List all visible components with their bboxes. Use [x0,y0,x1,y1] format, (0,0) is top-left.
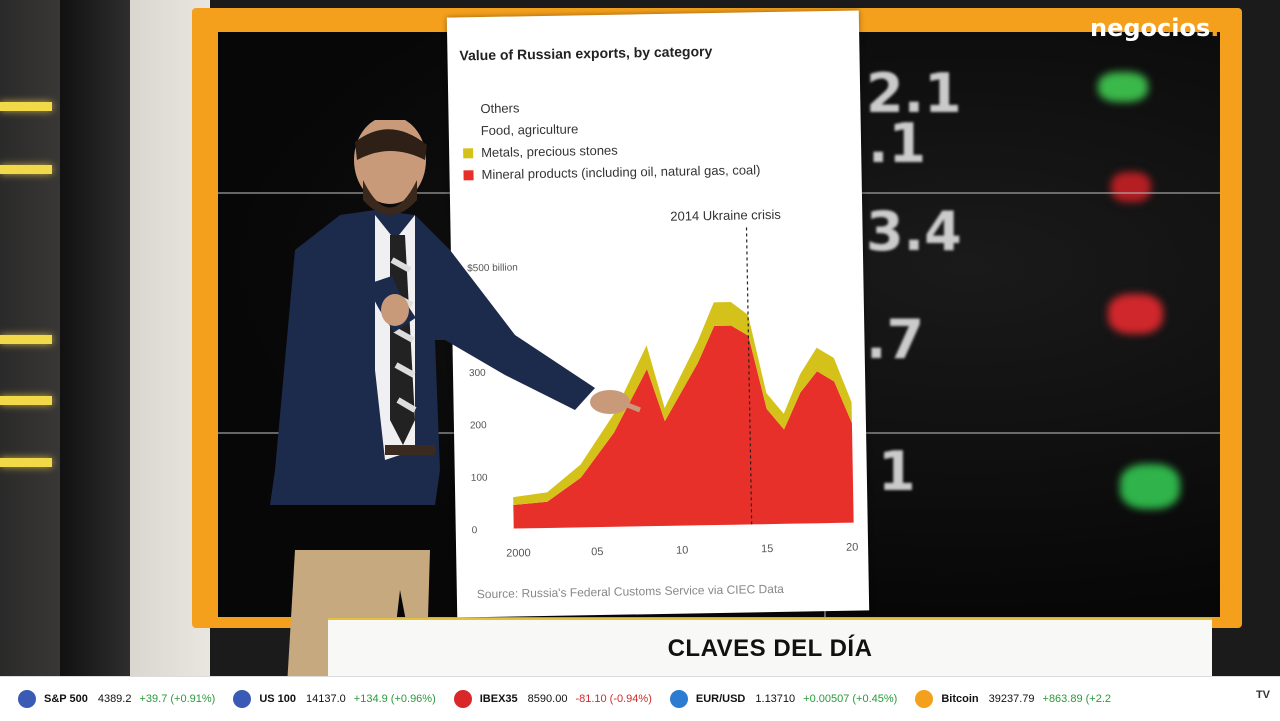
background-digit: .7 [866,308,925,371]
ticker-change: +0.00507 (+0.45%) [803,693,898,705]
ticker-change: +863.89 (+2.2 [1042,693,1112,705]
ticker-name: S&P 500 [44,693,88,705]
x-tick-label: 15 [761,543,773,555]
x-tick-label: 2000 [506,547,531,559]
ticker-change: +134.9 (+0.96%) [353,693,436,705]
y-tick-label: 0 [472,525,478,536]
x-tick-label: 05 [591,546,603,558]
us-flag-icon [233,690,252,708]
ticker-item-sp500[interactable]: S&P 500 4389.2 +39.7 (+0.91%) [18,690,215,708]
studio-light-strip [0,335,52,344]
ticker-value: 8590.00 [527,693,568,705]
background-digit: 2.1 [866,62,962,125]
background-digit: .1 [868,112,927,175]
market-ticker: S&P 500 4389.2 +39.7 (+0.91%) US 100 141… [0,676,1280,721]
studio-pillar [60,0,130,720]
background-digit: 1 [878,440,916,503]
studio-light-strip [0,396,52,405]
ticker-name: IBEX35 [479,693,518,705]
x-tick-label: 10 [676,545,688,557]
series-area-0 [513,325,854,529]
ticker-value: 14137.0 [306,693,346,705]
ticker-item-ibex35[interactable]: IBEX35 8590.00 -81.10 (-0.94%) [453,690,652,708]
tv-label: TV [1255,689,1270,701]
y-tick-label: 300 [469,368,486,379]
green-indicator [1120,464,1180,509]
globe-icon [669,690,688,708]
ticker-item-eurusd[interactable]: EUR/USD 1.13710 +0.00507 (+0.45%) [669,690,898,708]
studio-light-strip [0,165,52,174]
brand-logo: negocios. [1090,14,1219,42]
lower-third-bar: CLAVES DEL DÍA [328,618,1212,678]
y-tick-label: 100 [471,473,488,484]
y-tick-label: $500 billion [467,262,518,274]
logo-dot: . [1210,14,1220,42]
red-indicator [1108,294,1163,334]
studio-light-strip [0,102,52,111]
bitcoin-icon [915,690,934,708]
us-flag-icon [18,690,36,708]
x-tick-label: 20 [846,542,858,554]
ticker-name: US 100 [259,693,297,705]
ticker-item-bitcoin[interactable]: Bitcoin 39237.79 +863.89 (+2.2 [915,690,1111,708]
ticker-name: EUR/USD [695,693,746,705]
studio-light-strip [0,458,52,467]
green-indicator [1098,72,1148,102]
ticker-item-us100[interactable]: US 100 14137.0 +134.9 (+0.96%) [233,690,436,708]
ticker-value: 39237.79 [988,693,1035,705]
ticker-value: 4389.2 [97,693,132,705]
background-digit: 3.4 [866,200,962,263]
chart-panel: Value of Russian exports, by category Ot… [446,10,870,618]
spain-flag-icon [453,690,472,708]
lower-third-title: CLAVES DEL DÍA [667,635,873,662]
logo-text: negocios [1090,14,1211,42]
red-indicator [1111,172,1151,202]
area-chart: 0 100 200 300 $500 billion 2000 05 10 15 20 [467,227,858,560]
ticker-change: +39.7 (+0.91%) [139,693,216,705]
y-tick-label: 200 [470,420,487,431]
ticker-value: 1.13710 [755,693,796,705]
annotation-line [745,227,753,525]
ticker-name: Bitcoin [941,693,979,705]
ticker-change: -81.10 (-0.94%) [575,693,652,705]
series-area-1 [513,302,852,505]
